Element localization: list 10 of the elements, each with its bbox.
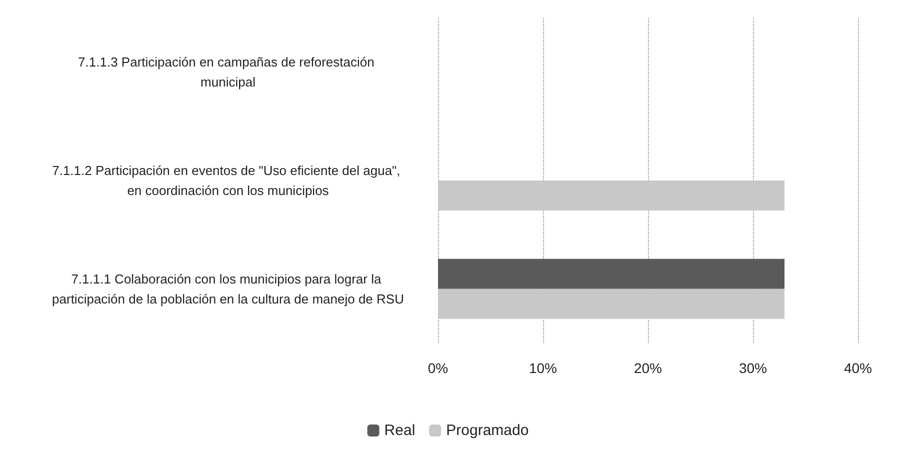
legend-label: Programado: [446, 422, 529, 439]
x-tick-label: 40%: [844, 360, 872, 376]
x-tick-label: 0%: [428, 360, 448, 376]
x-tick-label: 30%: [738, 360, 768, 376]
x-tick-label: 20%: [634, 360, 662, 376]
legend-label: Real: [384, 422, 416, 439]
y-tick-label: 7.1.1.2 Participación en eventos de "Uso eficiente del agua", en coordinación con los municipios: [52, 163, 404, 198]
y-tick-label: 7.1.1.1 Colaboración con los municipios para lograr la participación de la población en la cultura de manejo de RSU: [52, 271, 404, 306]
y-tick-label: 7.1.1.3 Participación en campañas de reforestación municipal: [78, 54, 378, 90]
x-tick-label: 10%: [528, 360, 558, 376]
